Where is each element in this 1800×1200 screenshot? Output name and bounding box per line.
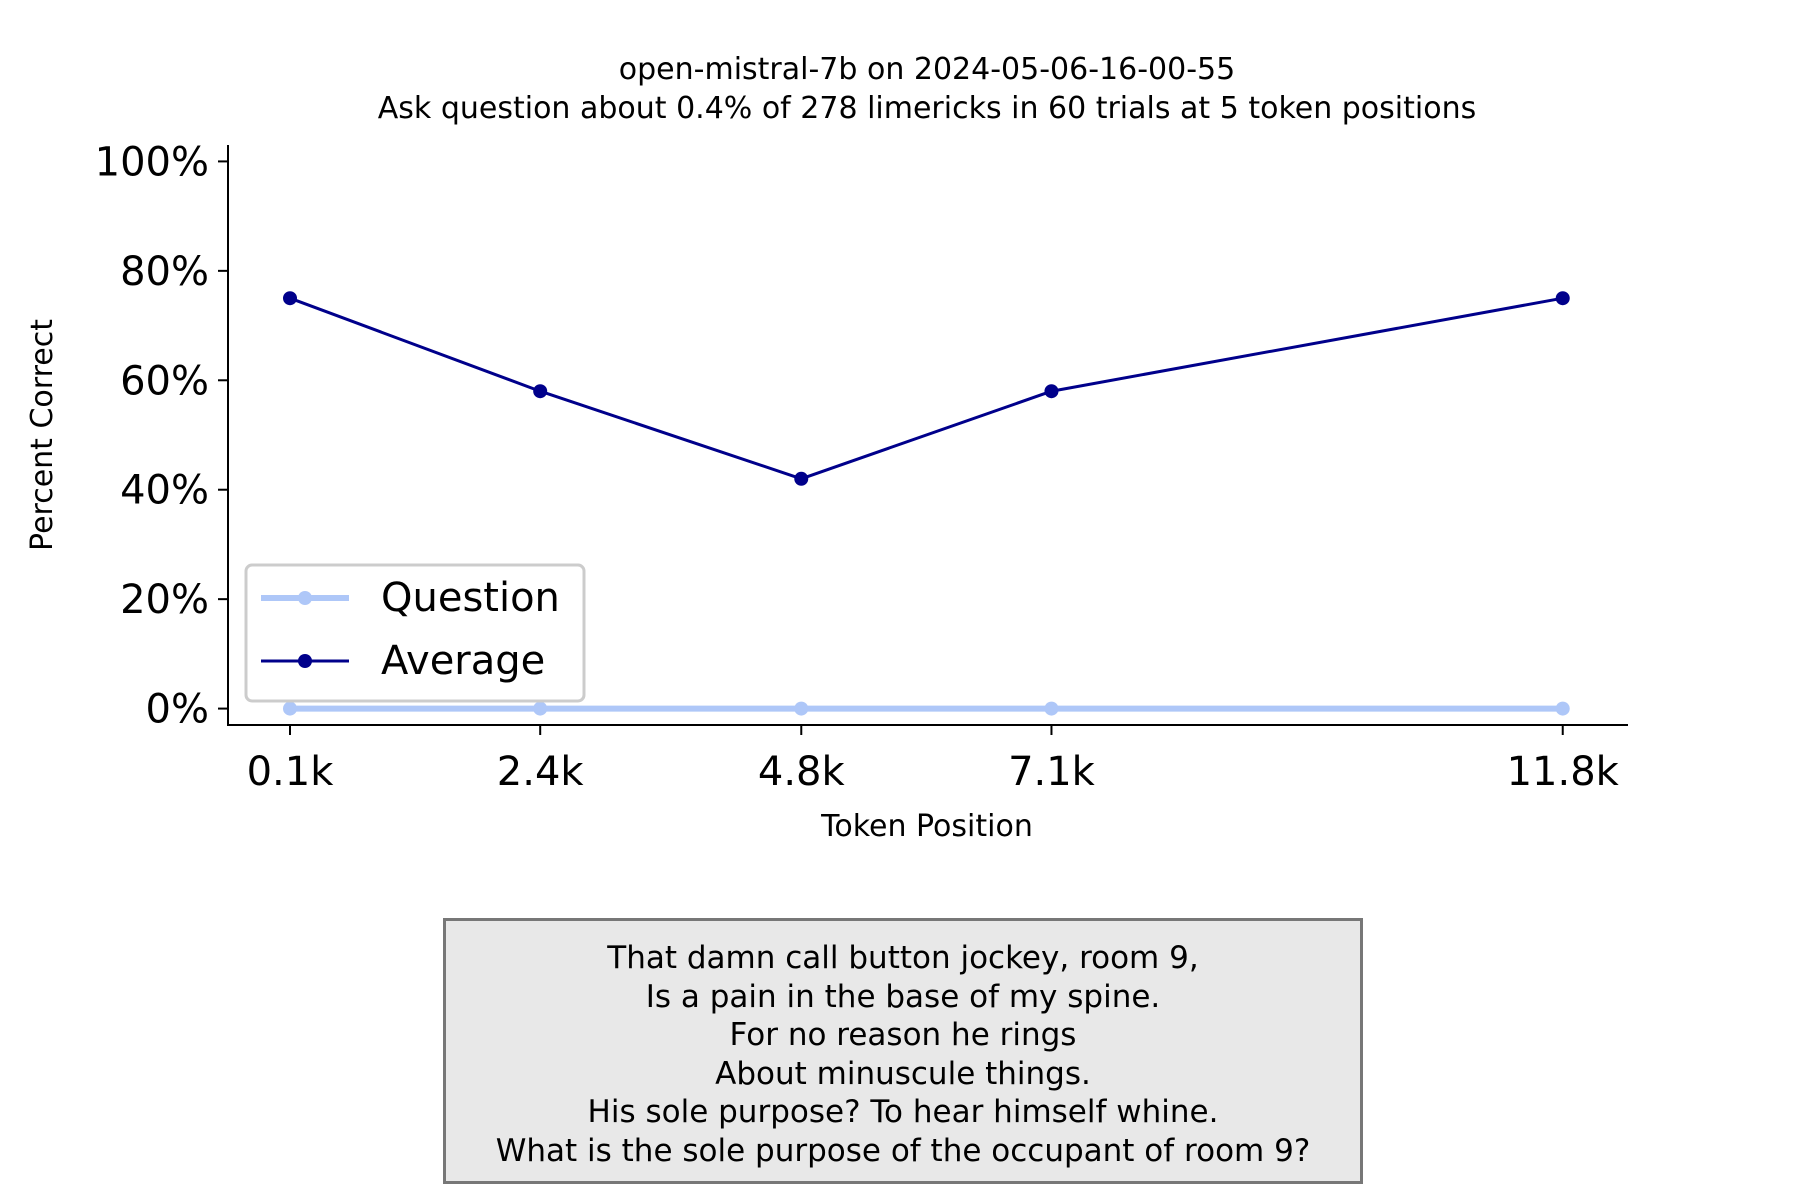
legend-marker-average	[298, 654, 312, 668]
y-tick-label: 80%	[120, 249, 209, 295]
chart-subtitle: Ask question about 0.4% of 278 limericks…	[378, 91, 1476, 126]
series-line-average	[289, 296, 1564, 481]
limerick-line: Is a pain in the base of my spine.	[645, 978, 1161, 1015]
limerick-line: About minuscule things.	[715, 1055, 1091, 1092]
y-tick-label: 60%	[120, 358, 209, 404]
x-tick-label: 7.1k	[1008, 749, 1096, 795]
limerick-line: That damn call button jockey, room 9,	[607, 940, 1199, 976]
y-axis-label: Percent Correct	[25, 319, 60, 551]
chart-marks	[283, 291, 1570, 716]
x-axis-label: Token Position	[820, 809, 1033, 844]
question-line: What is the sole purpose of the occupant…	[495, 1132, 1311, 1169]
y-tick-label: 100%	[95, 139, 209, 185]
chart-title: open-mistral-7b on 2024-05-06-16-00-55	[619, 52, 1235, 87]
data-point-question	[1555, 701, 1570, 716]
x-tick-label: 2.4k	[497, 749, 585, 795]
data-point-question	[1044, 701, 1059, 716]
data-point-average	[533, 384, 548, 399]
data-point-question	[794, 701, 809, 716]
y-tick-label: 20%	[120, 577, 209, 623]
data-point-average	[1044, 384, 1059, 399]
legend-marker-question	[298, 591, 312, 605]
data-point-average	[794, 471, 809, 486]
data-point-average	[1555, 291, 1570, 306]
line-chart: open-mistral-7b on 2024-05-06-16-00-55 A…	[25, 52, 1628, 844]
legend-label-average: Average	[381, 638, 545, 684]
y-tick-label: 0%	[146, 687, 209, 733]
legend: Question Average	[244, 563, 586, 703]
limerick-line: For no reason he rings	[729, 1017, 1077, 1054]
legend-label-question: Question	[381, 575, 560, 621]
data-point-average	[283, 291, 298, 306]
x-tick-label: 11.8k	[1507, 749, 1620, 795]
y-axis-ticks: 0% 20% 40% 60% 80% 100%	[95, 139, 228, 733]
data-point-question	[533, 701, 548, 716]
x-tick-label: 4.8k	[758, 749, 846, 795]
limerick-line: His sole purpose? To hear himself whine.	[587, 1094, 1219, 1131]
limerick-box: That damn call button jockey, room 9, Is…	[443, 918, 1363, 1184]
x-tick-label: 0.1k	[247, 749, 335, 795]
x-axis-ticks: 0.1k 2.4k 4.8k 7.1k 11.8k	[247, 725, 1620, 795]
y-tick-label: 40%	[120, 468, 209, 514]
data-point-question	[283, 701, 298, 716]
